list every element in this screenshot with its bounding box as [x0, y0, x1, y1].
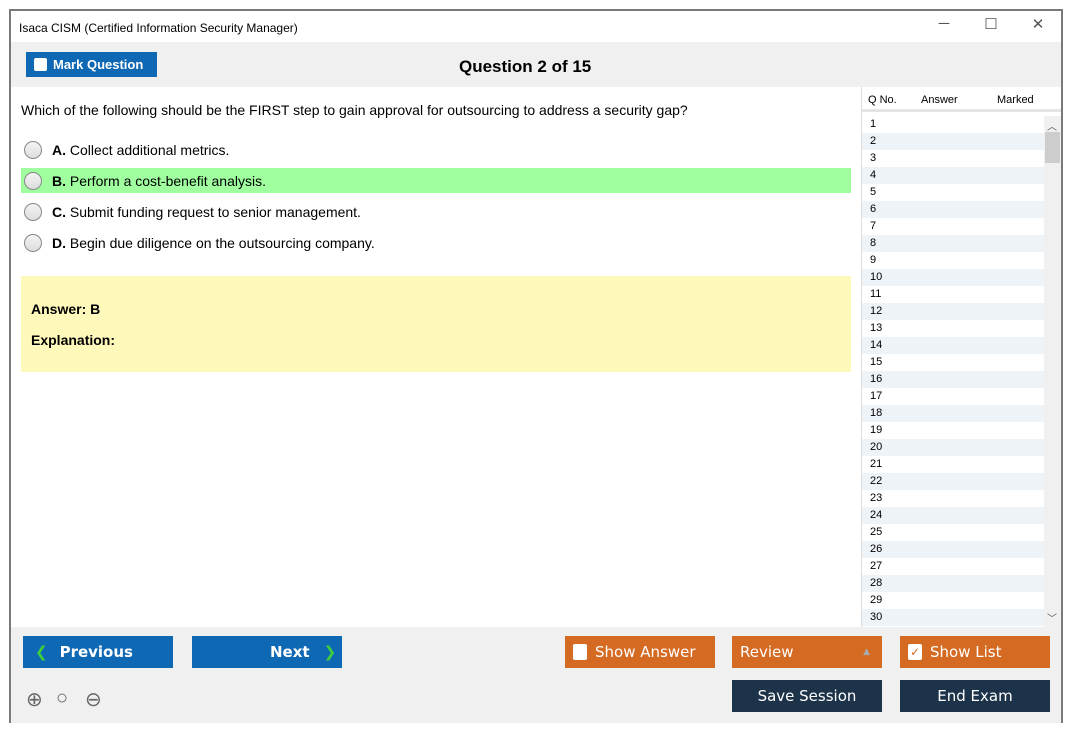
list-row[interactable]: 23	[870, 492, 883, 504]
toolbar: Mark Question Question 2 of 15	[11, 42, 1061, 87]
show-list-label: Show List	[930, 643, 1002, 661]
list-row[interactable]: 14	[862, 337, 1044, 354]
show-list-button[interactable]: ✓ Show List	[900, 636, 1050, 668]
end-exam-label: End Exam	[937, 687, 1013, 705]
next-label: Next	[270, 643, 310, 661]
title-bar: Isaca CISM (Certified Information Securi…	[11, 11, 1061, 42]
minimize-icon[interactable]: ─	[938, 15, 950, 32]
explanation-label: Explanation:	[31, 332, 116, 348]
answer-box: Answer: B Explanation:	[21, 276, 851, 372]
end-exam-button[interactable]: End Exam	[900, 680, 1050, 712]
option-letter: A.	[52, 141, 66, 158]
list-row[interactable]: 7	[870, 220, 877, 232]
question-list-panel: Q No. Answer Marked 1 2 3 4 5 6 7 8 9 10 11 12 13 14 1…	[861, 87, 1061, 627]
list-row[interactable]: 24	[862, 507, 1044, 524]
save-session-label: Save Session	[757, 687, 857, 705]
list-row[interactable]: 5	[870, 186, 877, 198]
option-text: Perform a cost-benefit analysis.	[69, 172, 266, 189]
header-qno: Q No.	[868, 94, 897, 106]
option-letter: B.	[52, 172, 66, 189]
scroll-down-icon[interactable]: ﹀	[1047, 614, 1057, 625]
option-letter: C.	[52, 203, 66, 220]
option-text: Begin due diligence on the outsourcing c…	[69, 234, 375, 251]
header-marked: Marked	[997, 94, 1034, 106]
list-row[interactable]: 30	[862, 609, 1044, 626]
list-row[interactable]: 21	[870, 458, 883, 470]
chevron-left-icon: ❮	[35, 643, 48, 661]
header-answer: Answer	[921, 94, 958, 106]
option-b[interactable]: B. Perform a cost-benefit analysis.	[21, 168, 851, 193]
radio-icon[interactable]	[24, 233, 42, 252]
list-row[interactable]: 12	[862, 303, 1044, 320]
zoom-reset-icon[interactable]: ○	[56, 687, 69, 709]
mark-question-button[interactable]: Mark Question	[26, 52, 157, 77]
option-letter: D.	[52, 234, 66, 251]
list-row[interactable]: 4	[862, 167, 1044, 184]
list-row[interactable]: 18	[862, 405, 1044, 422]
option-text: Collect additional metrics.	[69, 141, 230, 158]
review-label: Review	[740, 643, 794, 661]
list-row[interactable]: 16	[862, 371, 1044, 388]
chevron-right-icon: ❯	[323, 643, 337, 661]
window-title: Isaca CISM (Certified Information Securi…	[19, 21, 298, 35]
list-row[interactable]: 20	[862, 439, 1044, 456]
list-row[interactable]: 19	[870, 424, 883, 436]
app-window: Isaca CISM (Certified Information Securi…	[9, 9, 1063, 723]
caret-up-icon: ▲	[863, 647, 870, 657]
scroll-thumb[interactable]	[1045, 132, 1060, 163]
list-row[interactable]: 8	[862, 235, 1044, 252]
list-row[interactable]: 11	[870, 288, 882, 300]
scroll-up-icon[interactable]: ︿	[1047, 122, 1057, 133]
list-row[interactable]: 29	[870, 594, 883, 606]
mark-question-label: Mark Question	[53, 57, 144, 72]
list-row[interactable]: 2	[862, 133, 1044, 150]
list-row[interactable]: 9	[870, 254, 877, 266]
option-a[interactable]: A. Collect additional metrics.	[21, 137, 851, 162]
radio-icon[interactable]	[24, 171, 42, 190]
zoom-in-icon[interactable]: ⊕	[26, 689, 43, 711]
zoom-out-icon[interactable]: ⊖	[85, 689, 102, 711]
previous-label: Previous	[59, 643, 133, 661]
radio-icon[interactable]	[24, 202, 42, 221]
option-c[interactable]: C. Submit funding request to senior mana…	[21, 199, 851, 224]
radio-icon[interactable]	[24, 140, 42, 159]
list-row[interactable]: 6	[862, 201, 1044, 218]
list-header: Q No. Answer Marked	[862, 87, 1061, 112]
question-list: 1 2 3 4 5 6 7 8 9 10 11 12 13 14 15 16 17 18 19 20 21 22 23 24 2…	[862, 116, 1044, 626]
list-row[interactable]: 15	[870, 356, 883, 368]
list-row[interactable]: 28	[862, 575, 1044, 592]
bottom-bar: ❮ Previous Next ❯ Show Answer Review ▲ ✓ Sho…	[11, 627, 1061, 723]
show-answer-button[interactable]: Show Answer	[565, 636, 715, 668]
list-row[interactable]: 25	[870, 526, 883, 538]
checkmark-icon[interactable]: ✓	[908, 644, 922, 660]
save-session-button[interactable]: Save Session	[732, 680, 882, 712]
next-button[interactable]: Next ❯	[192, 636, 342, 668]
list-row[interactable]: 17	[870, 390, 883, 402]
checkbox-icon	[34, 58, 47, 71]
close-icon[interactable]: ✕	[1031, 16, 1045, 33]
list-row[interactable]: 3	[870, 152, 877, 164]
list-row[interactable]: 22	[862, 473, 1044, 490]
list-row[interactable]: 27	[870, 560, 883, 572]
list-row[interactable]: 26	[862, 541, 1044, 558]
scrollbar[interactable]: ︿ ﹀	[1044, 116, 1061, 627]
list-row[interactable]: 13	[870, 322, 883, 334]
maximize-icon[interactable]: ☐	[984, 16, 998, 33]
option-d[interactable]: D. Begin due diligence on the outsourcin…	[21, 230, 851, 255]
option-text: Submit funding request to senior managem…	[69, 203, 361, 220]
previous-button[interactable]: ❮ Previous	[23, 636, 173, 668]
list-row[interactable]: 10	[862, 269, 1044, 286]
question-counter: Question 2 of 15	[459, 57, 592, 76]
review-dropdown[interactable]: Review ▲	[732, 636, 882, 668]
list-row[interactable]: 1	[870, 118, 877, 130]
checkbox-icon[interactable]	[573, 644, 587, 660]
answer-text: Answer: B	[31, 301, 101, 317]
question-text: Which of the following should be the FIR…	[21, 102, 688, 118]
show-answer-label: Show Answer	[595, 643, 696, 661]
